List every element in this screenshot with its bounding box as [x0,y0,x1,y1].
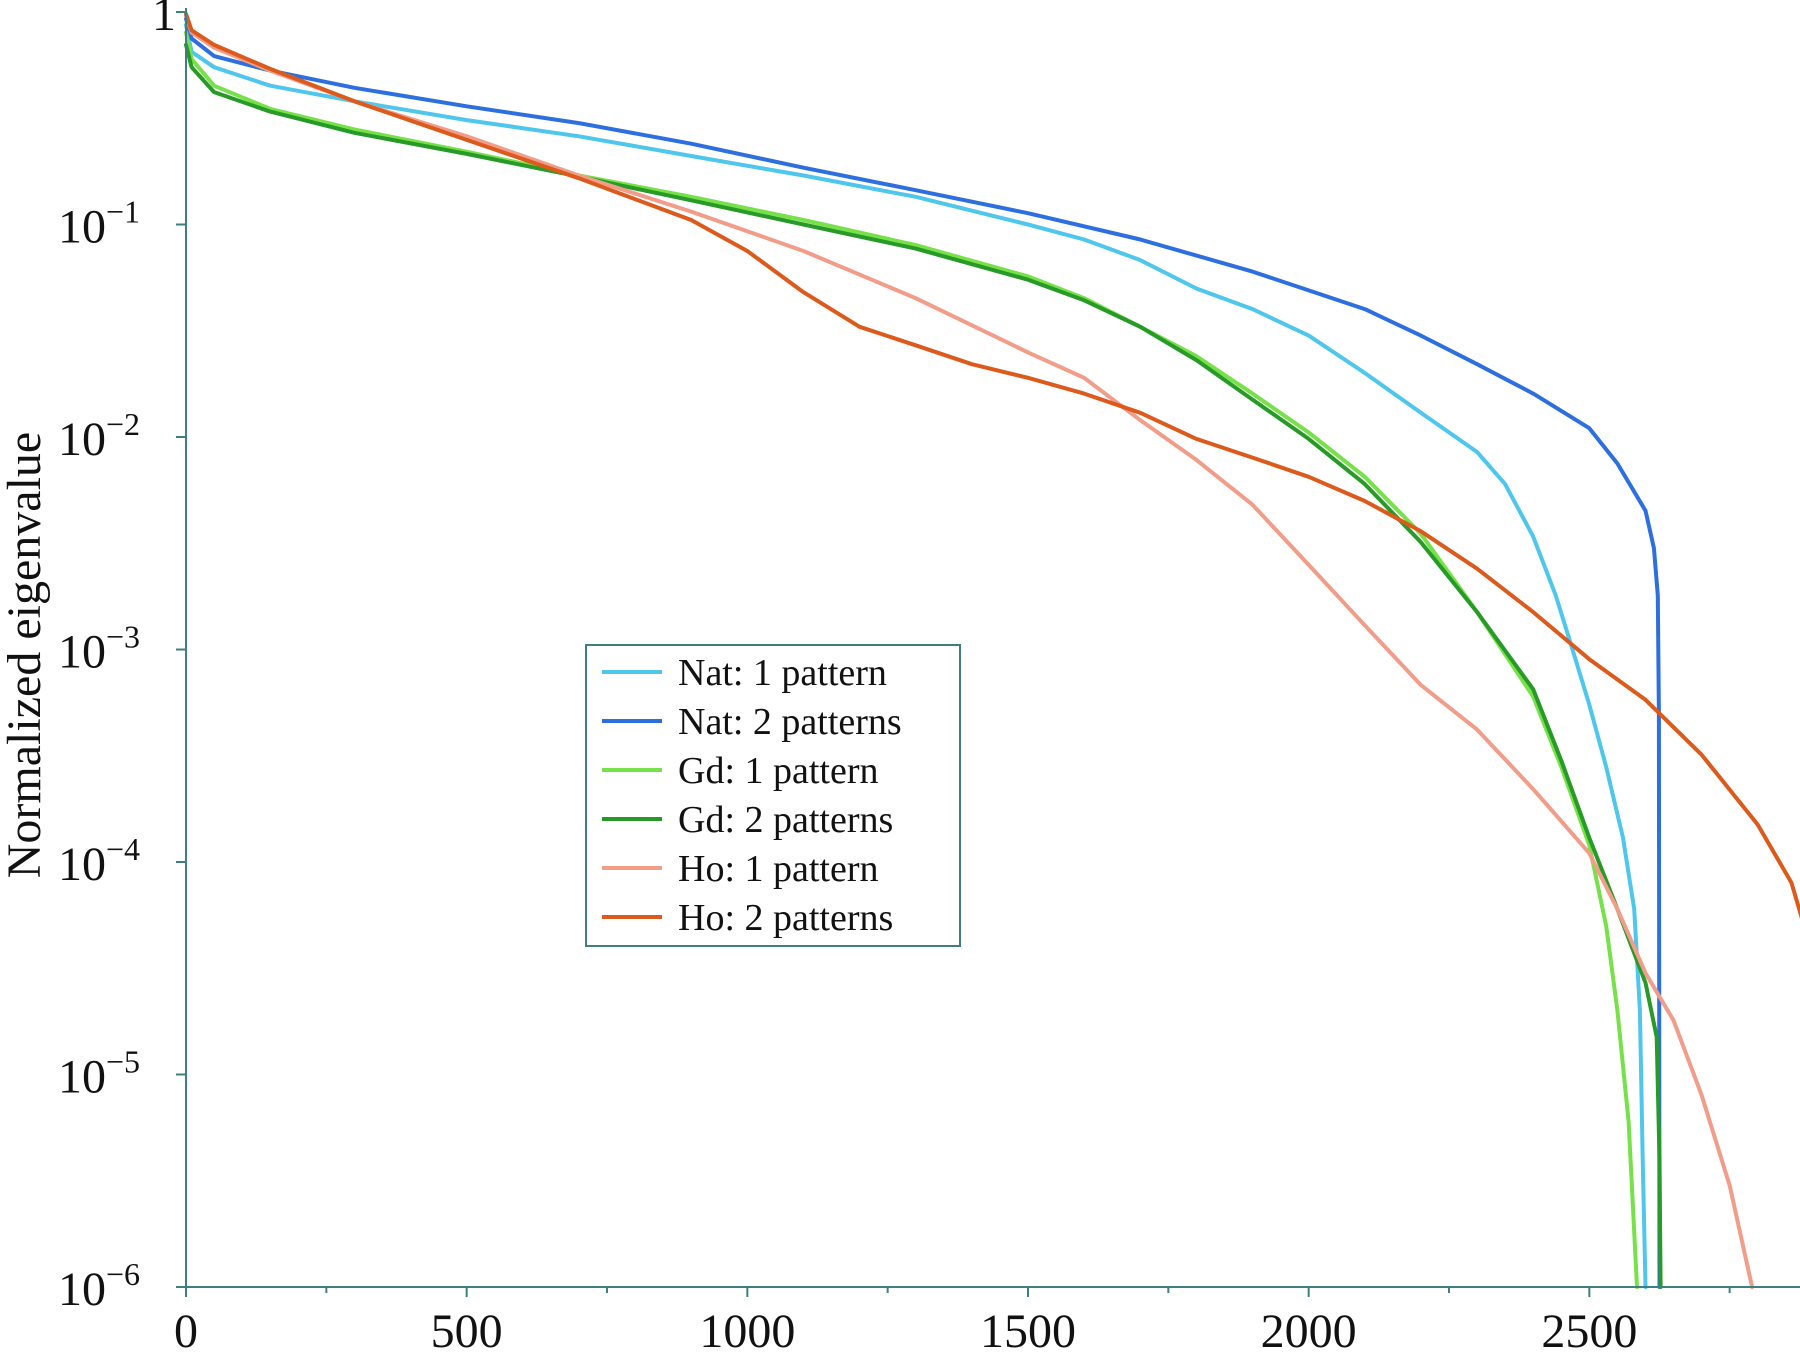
axes-layer [185,8,1800,1288]
legend-label: Gd: 2 patterns [678,799,893,841]
legend: Nat: 1 pattern Nat: 2 patterns Gd: 1 patte… [585,644,961,947]
series-line-6 [184,11,1800,919]
x-tick-label: 1000 [699,1305,795,1357]
y-tick-label: 1 [152,0,176,41]
x-tick-label: 1500 [980,1305,1076,1357]
x-tick-label: 500 [431,1305,503,1357]
y-tick-label: 10−1 [58,194,140,254]
y-axis-ticks: 1 10−1 10−2 10−3 10−4 10−5 10−6 [58,0,186,1316]
series-layer [184,11,1800,1289]
legend-label: Gd: 1 pattern [678,750,879,792]
y-tick-label: 10−3 [58,619,140,679]
y-tick-label: 10−5 [58,1044,140,1104]
x-tick-label: 2000 [1261,1305,1357,1357]
legend-label: Ho: 2 patterns [678,897,893,939]
y-tick-label: 10−6 [58,1256,140,1316]
y-tick-label: 10−4 [58,831,140,891]
legend-label: Ho: 1 pattern [678,848,879,890]
x-tick-label: 0 [174,1305,198,1357]
legend-box [585,644,961,947]
series-line-4 [184,42,1663,1289]
y-tick-label: 10−2 [58,406,140,466]
series-line-1 [184,22,1648,1289]
legend-label: Nat: 2 patterns [678,701,902,743]
legend-label: Nat: 1 pattern [678,652,887,694]
x-tick-label: 2500 [1541,1305,1637,1357]
y-axis-title: Normalized eigenvalue [0,432,51,878]
series-line-5 [184,13,1755,1289]
x-axis-ticks: 050010001500200025003000 [174,1287,1731,1357]
series-line-2 [184,16,1662,1289]
